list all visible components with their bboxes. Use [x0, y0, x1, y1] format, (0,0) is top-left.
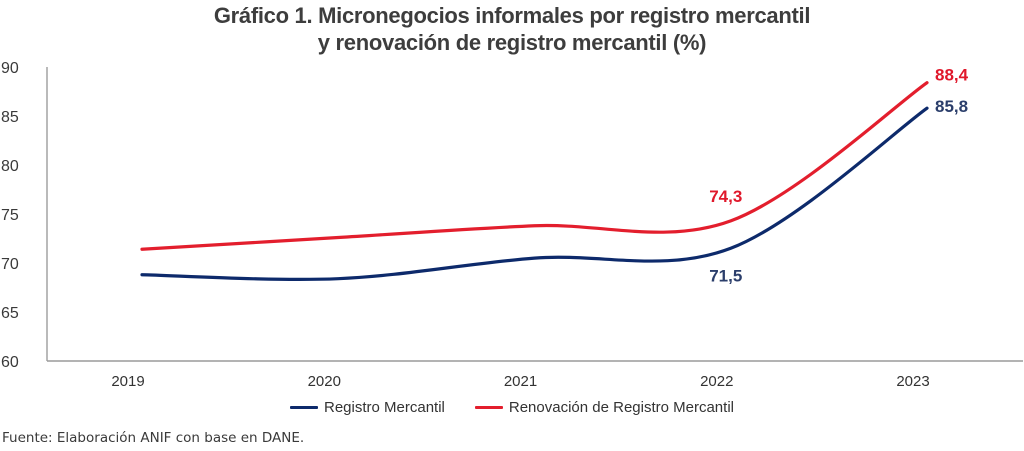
legend-item-registro-mercantil[interactable]: Registro Mercantil	[290, 399, 445, 416]
source-note: Fuente: Elaboración ANIF con base en DAN…	[2, 430, 305, 446]
x-tick-label: 2023	[896, 373, 929, 390]
y-tick-label: 90	[1, 60, 19, 77]
x-tick-label: 2021	[504, 373, 537, 390]
y-tick-label: 60	[1, 354, 19, 371]
data-label-renovacion-de-registro-mercantil: 74,3	[709, 187, 742, 206]
series-line-renovacion-de-registro-mercantil	[140, 81, 929, 251]
legend-item-renovacion-registro-mercantil[interactable]: Renovación de Registro Mercantil	[474, 399, 734, 416]
y-tick-label: 80	[1, 158, 19, 175]
y-axis-ticks: 60 65 70 75 80 85 90	[1, 60, 19, 371]
legend-swatch-renovacion-registro-mercantil	[474, 406, 503, 409]
y-tick-label: 70	[1, 256, 19, 273]
data-label-renovacion-de-registro-mercantil: 88,4	[935, 66, 969, 85]
data-labels: 71,5 85,8 74,3 88,4	[709, 66, 968, 286]
legend-label: Registro Mercantil	[324, 399, 445, 416]
y-tick-label: 75	[1, 207, 19, 224]
chart-title: Gráfico 1. Micronegocios informales por …	[0, 2, 1024, 56]
series-line-registro-mercantil	[140, 106, 929, 282]
x-axis-ticks: 2019 2020 2021 2022 2023	[111, 373, 929, 390]
y-tick-label: 65	[1, 305, 19, 322]
chart-title-line-2: y renovación de registro mercantil (%)	[317, 30, 707, 55]
x-tick-label: 2022	[700, 373, 733, 390]
legend-label: Renovación de Registro Mercantil	[508, 399, 734, 416]
legend: Registro Mercantil Renovación de Registr…	[0, 399, 1024, 416]
chart-title-line-1: Gráfico 1. Micronegocios informales por …	[213, 3, 811, 28]
legend-swatch-registro-mercantil	[290, 406, 318, 409]
x-tick-label: 2019	[111, 373, 144, 390]
series-lines	[140, 81, 929, 282]
axes	[46, 67, 1023, 362]
data-label-registro-mercantil: 71,5	[709, 266, 742, 285]
data-label-registro-mercantil: 85,8	[935, 97, 968, 116]
line-chart: 60 65 70 75 80 85 90 2019 2020 2021 2022 2023 71,5…	[1, 60, 1023, 390]
x-tick-label: 2020	[308, 373, 341, 390]
y-tick-label: 85	[1, 109, 19, 126]
